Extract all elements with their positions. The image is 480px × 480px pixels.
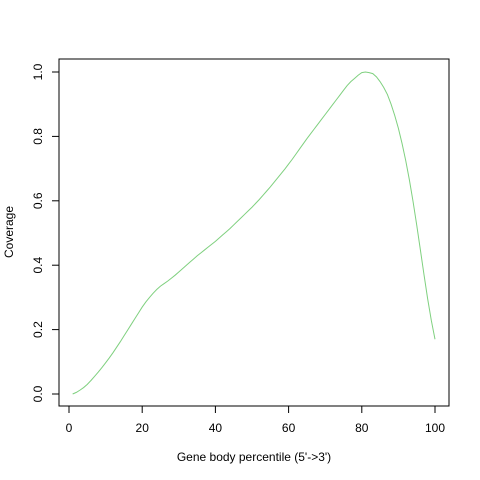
y-tick-label: 0.6 (31, 192, 45, 209)
y-tick-label: 0.8 (31, 128, 45, 145)
x-tick-label: 80 (355, 421, 369, 435)
y-tick-label: 1.0 (31, 63, 45, 80)
y-tick-label: 0.2 (31, 321, 45, 338)
coverage-series-line (72, 71, 436, 395)
x-tick-label: 40 (209, 421, 223, 435)
x-tick-label: 0 (66, 421, 73, 435)
x-tick-label: 100 (425, 421, 445, 435)
y-axis-label: Coverage (2, 206, 16, 258)
x-tick-label: 20 (136, 421, 150, 435)
y-axis: 0.0 0.2 0.4 0.6 0.8 1.0 (31, 63, 60, 402)
y-tick-label: 0.4 (31, 257, 45, 274)
plot-frame (58, 58, 450, 407)
x-tick-label: 60 (282, 421, 296, 435)
x-axis: 0 20 40 60 80 100 (66, 405, 445, 435)
y-tick-label: 0.0 (31, 385, 45, 402)
x-axis-label: Gene body percentile (5'->3') (177, 450, 331, 464)
series-layer (72, 71, 436, 395)
